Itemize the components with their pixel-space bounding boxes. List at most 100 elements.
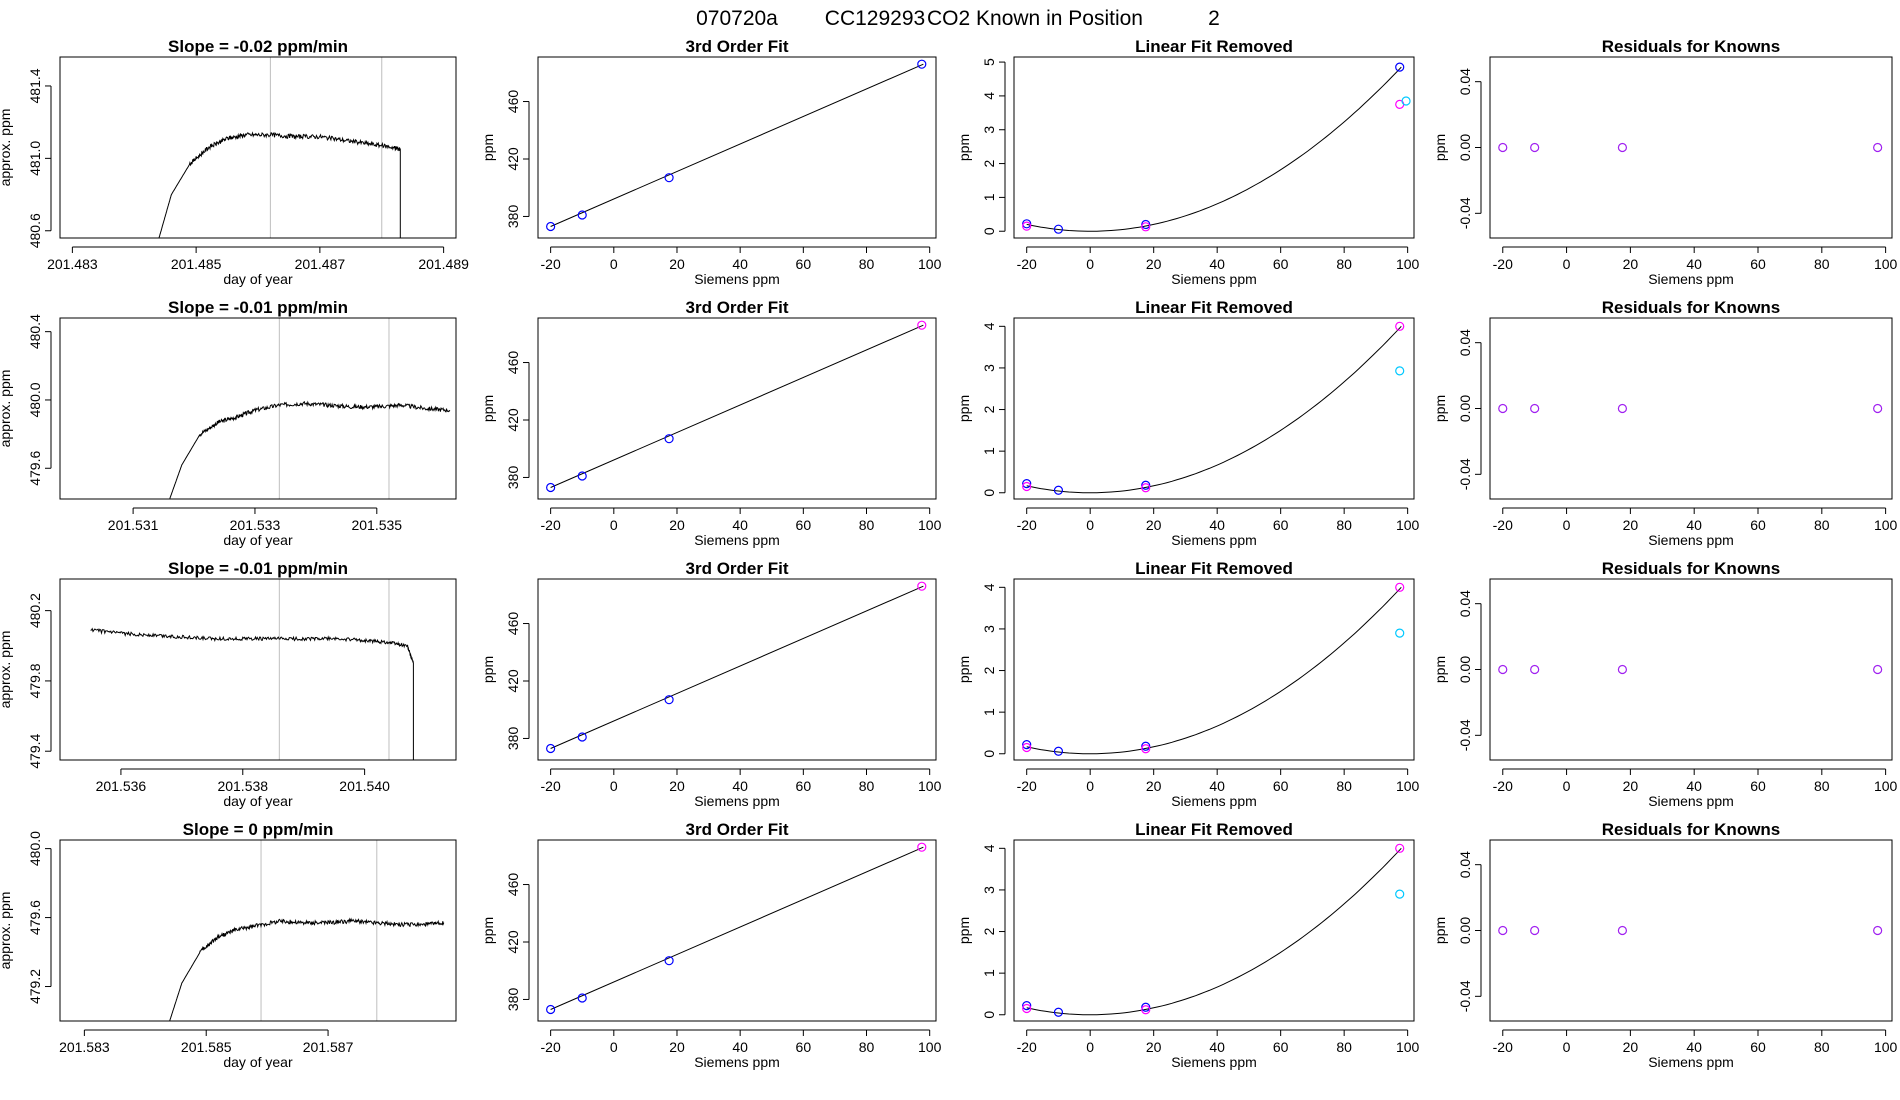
x-axis-label: day of year [223,793,293,809]
x-tick-label: 80 [859,1039,875,1055]
x-tick-label: 0 [1563,517,1571,533]
y-tick-label: 4 [981,583,997,591]
data-point [1053,485,1064,495]
data-point [546,743,556,754]
data-point [1141,483,1151,493]
data-point [577,471,587,481]
plot-frame [1489,839,1893,1022]
x-tick-label: 20 [1623,256,1639,272]
x-tick-label: 0 [1563,778,1571,794]
x-tick-label: 80 [1814,517,1830,533]
y-axis-label: ppm [1432,134,1448,161]
panel-r1c3: Linear Fit Removed-20 0 20 40 60 80 100Siemens… [956,37,1420,287]
x-tick-label: 20 [1623,517,1639,533]
y-tick-label: 460 [505,351,521,375]
x-tick-label: 20 [1623,1039,1639,1055]
panel-title: Slope = -0.02 ppm/min [168,37,348,56]
x-tick-label: 100 [918,517,942,533]
y-tick-label: 479.8 [27,663,43,698]
data-point [1498,925,1508,936]
x-tick-label: -20 [1493,778,1513,794]
y-tick-label: -0.04 [1457,980,1473,1012]
x-tick-label: 100 [1396,778,1420,794]
x-axis-label: Siemens ppm [694,271,780,287]
figure-title-cylinder-id: CC129293 [825,7,925,30]
concentration-trace [158,131,401,238]
panel-title: Linear Fit Removed [1135,298,1293,317]
x-tick-label: -20 [1493,256,1513,272]
figure-title-run-id: 070720a [696,7,778,30]
data-point [664,173,674,183]
x-tick-label: -20 [1017,517,1037,533]
fit-curve [1026,66,1402,232]
y-tick-label: 380 [505,988,521,1012]
panel-title: 3rd Order Fit [686,37,789,56]
fit-line [550,324,924,488]
concentration-trace [169,917,445,1021]
plot-frame [1489,56,1893,239]
y-axis-label: approx. ppm [0,370,13,448]
data-point [1617,664,1628,675]
x-tick-label: 60 [1273,1039,1289,1055]
data-point [917,581,927,591]
x-axis-label: Siemens ppm [1648,1054,1734,1070]
panel-title: Slope = -0.01 ppm/min [168,559,348,578]
figure-title-position: 2 [1208,7,1220,30]
x-tick-label: 0 [610,778,618,794]
y-tick-label: 0.00 [1457,134,1473,161]
panel-data [550,846,924,1010]
x-tick-label: 0 [1563,1039,1571,1055]
data-point [1498,403,1508,414]
panel-title: Residuals for Knowns [1602,298,1781,317]
x-tick-label: 60 [1750,1039,1766,1055]
panel-data [550,585,924,749]
x-tick-label: 201.540 [339,778,390,794]
panel-data [1026,325,1402,494]
y-tick-label: 479.6 [27,451,43,486]
x-tick-label: 201.489 [418,256,469,272]
x-tick-label: 0 [610,256,618,272]
data-point [1141,480,1151,490]
data-point [1401,96,1411,106]
data-point [1498,664,1508,675]
x-tick-label: 201.583 [59,1039,110,1055]
y-axis-label: ppm [1432,917,1448,944]
x-tick-label: 20 [1623,778,1639,794]
data-point [1873,142,1883,153]
x-tick-label: 80 [1814,778,1830,794]
y-axis-label: ppm [956,656,972,683]
x-tick-label: 0 [1086,778,1094,794]
y-tick-label: 481.0 [27,141,43,176]
x-axis-label: Siemens ppm [694,793,780,809]
x-tick-label: 80 [1336,1039,1352,1055]
plot-frame [59,839,457,1022]
data-point [1141,744,1151,754]
y-tick-label: 479.4 [27,733,43,768]
data-point [1022,221,1032,231]
y-tick-label: 1 [981,447,997,455]
fit-curve [1026,847,1402,1016]
x-tick-label: 40 [732,517,748,533]
x-tick-label: 201.536 [96,778,147,794]
plot-frame [1013,578,1415,761]
x-tick-label: 80 [859,517,875,533]
x-tick-label: 40 [1686,517,1702,533]
data-point [1141,1002,1151,1012]
y-tick-label: 1 [981,708,997,716]
panel-title: Slope = -0.01 ppm/min [168,298,348,317]
x-tick-label: 60 [796,517,812,533]
panel-data [1026,586,1402,755]
x-tick-label: 100 [1396,1039,1420,1055]
y-tick-label: 2 [981,405,997,413]
figure-title: 070720a CC129293 CO2 Known in Position 2 [696,7,1220,30]
y-tick-label: 2 [981,927,997,935]
y-tick-label: 0.04 [1457,590,1473,617]
x-tick-label: 40 [1209,256,1225,272]
x-tick-label: 60 [796,1039,812,1055]
y-tick-label: -0.04 [1457,197,1473,229]
fit-curve [1026,325,1402,494]
y-tick-label: 1 [981,969,997,977]
data-point [546,1004,556,1015]
data-point [1395,582,1405,592]
y-tick-label: 380 [505,205,521,229]
